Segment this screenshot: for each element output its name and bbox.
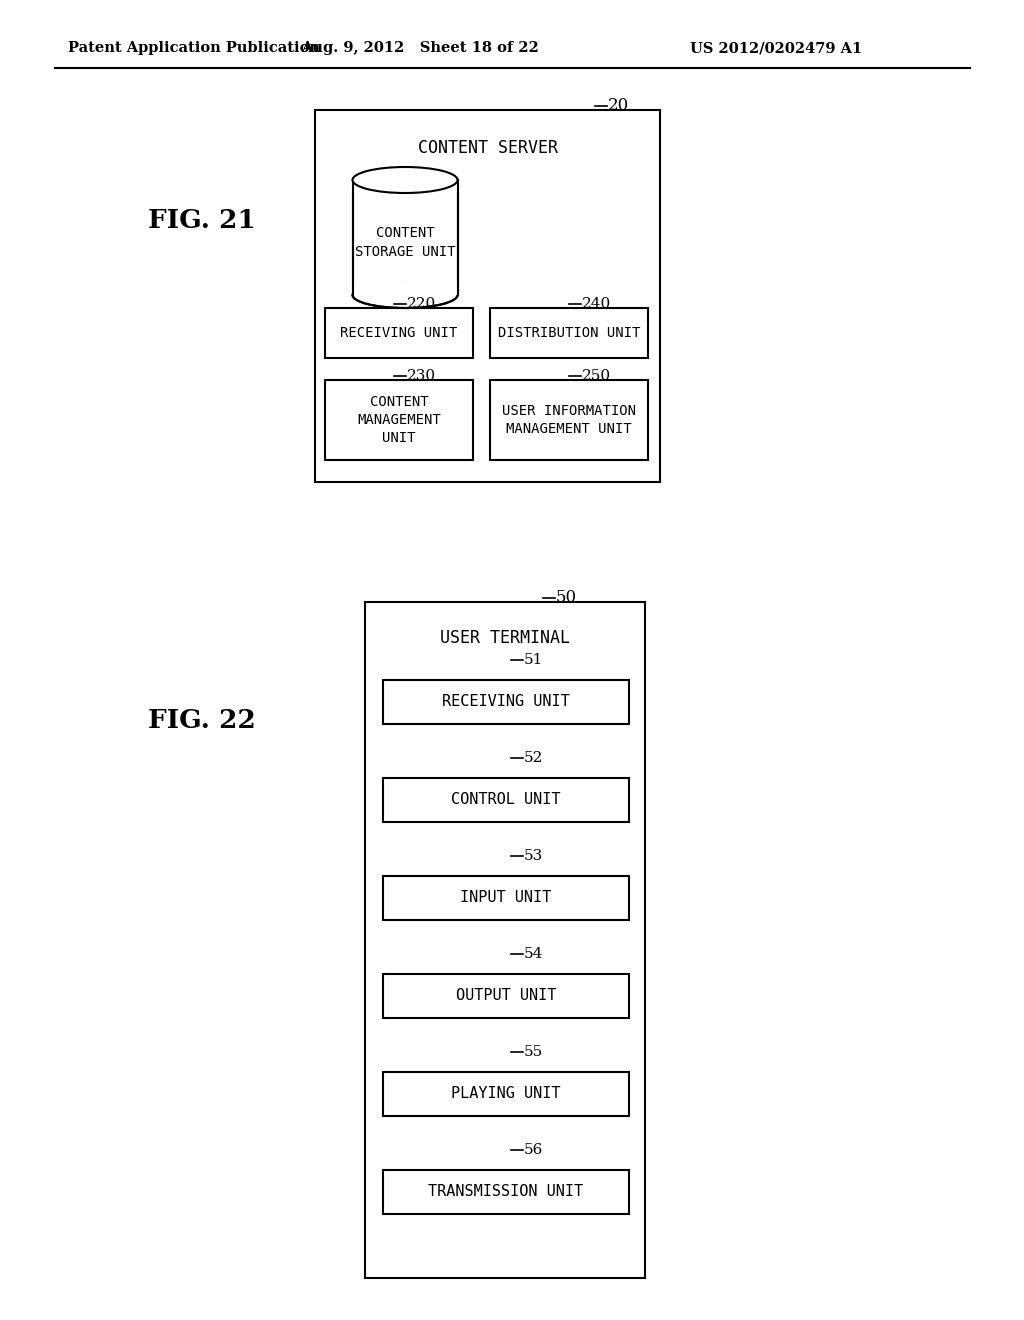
Text: Aug. 9, 2012   Sheet 18 of 22: Aug. 9, 2012 Sheet 18 of 22: [301, 41, 539, 55]
Text: 56: 56: [524, 1143, 544, 1158]
Text: FIG. 21: FIG. 21: [148, 207, 256, 232]
Text: RECEIVING UNIT: RECEIVING UNIT: [340, 326, 458, 341]
Bar: [365, 602, 645, 1278]
Bar: [351, 281, 459, 294]
Text: 220: 220: [407, 297, 436, 312]
Text: 51: 51: [524, 653, 544, 667]
Bar: [325, 308, 473, 358]
Bar: [325, 380, 473, 459]
Text: US 2012/0202479 A1: US 2012/0202479 A1: [690, 41, 862, 55]
Text: 53: 53: [524, 849, 543, 863]
Bar: [490, 308, 648, 358]
Ellipse shape: [352, 168, 458, 193]
Text: 55: 55: [524, 1045, 543, 1059]
Text: CONTENT SERVER: CONTENT SERVER: [418, 139, 558, 157]
Text: 20: 20: [608, 98, 630, 115]
Ellipse shape: [352, 282, 458, 308]
Text: USER INFORMATION
MANAGEMENT UNIT: USER INFORMATION MANAGEMENT UNIT: [502, 404, 636, 436]
Text: 230: 230: [407, 370, 436, 383]
Text: RECEIVING UNIT: RECEIVING UNIT: [442, 694, 570, 710]
Text: 210: 210: [408, 169, 437, 183]
Text: PLAYING UNIT: PLAYING UNIT: [452, 1086, 561, 1101]
Bar: [490, 380, 648, 459]
Text: Patent Application Publication: Patent Application Publication: [68, 41, 319, 55]
Text: USER TERMINAL: USER TERMINAL: [440, 630, 570, 647]
Bar: [383, 680, 629, 723]
Text: DISTRIBUTION UNIT: DISTRIBUTION UNIT: [498, 326, 640, 341]
Text: CONTENT
STORAGE UNIT: CONTENT STORAGE UNIT: [354, 226, 456, 259]
Text: TRANSMISSION UNIT: TRANSMISSION UNIT: [428, 1184, 584, 1200]
Bar: [315, 110, 660, 482]
Text: 52: 52: [524, 751, 544, 766]
Text: INPUT UNIT: INPUT UNIT: [461, 891, 552, 906]
Text: 50: 50: [556, 590, 578, 606]
Text: 240: 240: [582, 297, 611, 312]
Text: OUTPUT UNIT: OUTPUT UNIT: [456, 989, 556, 1003]
Bar: [383, 974, 629, 1018]
Text: 250: 250: [582, 370, 611, 383]
Bar: [383, 1170, 629, 1214]
Text: CONTENT
MANAGEMENT
UNIT: CONTENT MANAGEMENT UNIT: [357, 395, 441, 445]
Bar: [383, 777, 629, 822]
Text: 54: 54: [524, 946, 544, 961]
Bar: [383, 1072, 629, 1115]
Bar: [383, 876, 629, 920]
Bar: [352, 180, 458, 294]
Text: FIG. 22: FIG. 22: [148, 708, 256, 733]
Text: CONTROL UNIT: CONTROL UNIT: [452, 792, 561, 808]
